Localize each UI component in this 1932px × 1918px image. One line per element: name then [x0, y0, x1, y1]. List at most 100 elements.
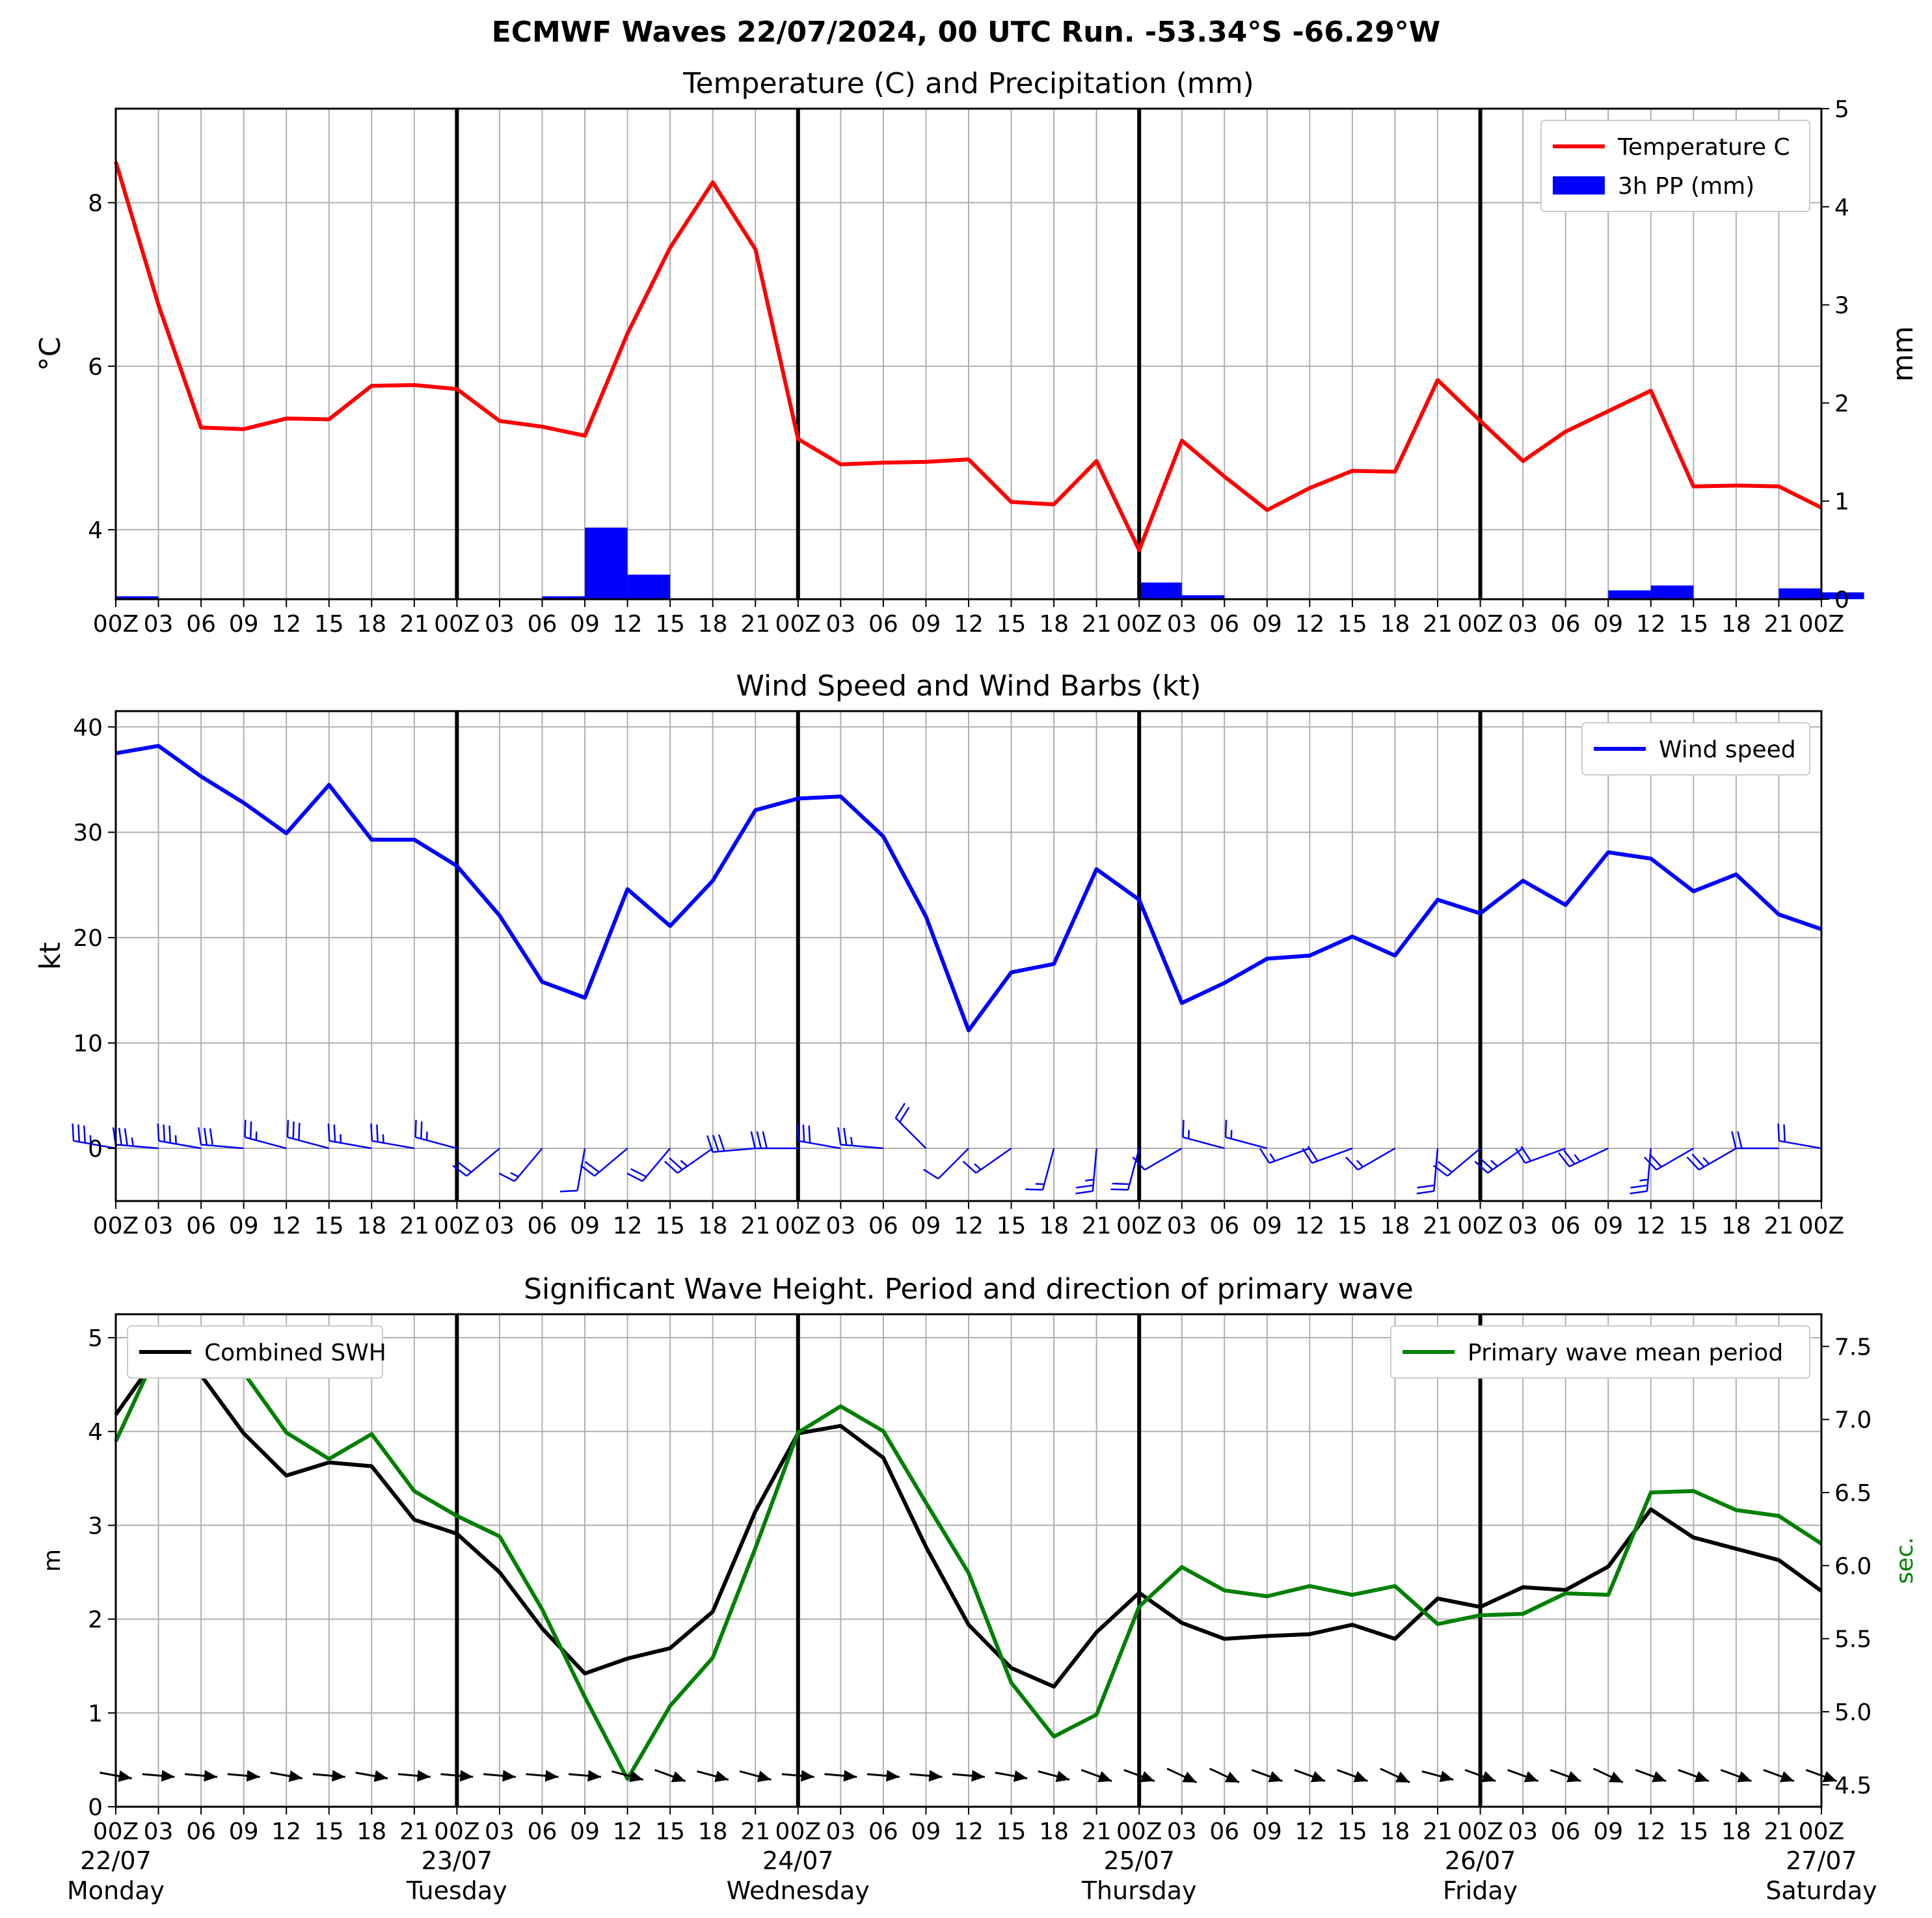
data-point — [1691, 889, 1695, 893]
wave-direction-arrow — [1421, 1770, 1454, 1782]
wind-barb — [1416, 1148, 1439, 1195]
wind-barb — [1515, 1146, 1566, 1164]
panel-title: Wind Speed and Wind Barbs (kt) — [736, 669, 1201, 703]
barb-feather — [1731, 1131, 1737, 1149]
wind-barb — [1182, 1120, 1225, 1150]
barb-feather — [850, 1137, 853, 1146]
barb-feather — [756, 1131, 762, 1149]
data-point — [327, 1457, 331, 1461]
legend-label: 3h PP (mm) — [1618, 173, 1754, 200]
barb-feather — [808, 1125, 811, 1143]
arrow-head — [1055, 1770, 1070, 1782]
x-tick-label: 09 — [570, 611, 600, 638]
barb-feather — [1132, 1156, 1146, 1170]
data-point — [1606, 1565, 1610, 1569]
arrow-head — [288, 1770, 302, 1782]
wave-direction-arrow — [739, 1770, 771, 1782]
y-tick-label: 2 — [88, 1607, 103, 1634]
wave-direction-arrow — [1380, 1768, 1410, 1783]
wave-direction-arrow — [952, 1770, 986, 1782]
data-point — [541, 980, 544, 984]
arrow-head — [1523, 1771, 1538, 1783]
wind-barb — [1259, 1147, 1310, 1164]
wind-barb — [894, 1103, 927, 1149]
barb-feather — [718, 1134, 725, 1152]
x-tick-label: 15 — [997, 611, 1026, 638]
barb-feather — [72, 1123, 75, 1141]
barb-feather — [77, 1124, 81, 1142]
data-point — [284, 1431, 288, 1435]
precip-bar — [1181, 595, 1225, 599]
arrow-head — [1652, 1771, 1667, 1783]
barb-feather — [1686, 1156, 1700, 1170]
barb-feather — [1558, 1152, 1570, 1167]
data-point — [1265, 1595, 1269, 1599]
arrow-head — [1097, 1771, 1112, 1783]
x-tick-label: 03 — [1508, 1213, 1538, 1239]
x-tick-label: 21 — [1764, 1818, 1794, 1845]
data-point — [668, 1704, 672, 1708]
x-tick-label: 12 — [1295, 1213, 1324, 1239]
wind-barb — [1731, 1131, 1779, 1150]
arrow-head — [587, 1770, 601, 1782]
data-point — [455, 864, 459, 868]
barb-feather — [1630, 1184, 1648, 1189]
barb-feather — [249, 1121, 252, 1139]
data-point — [711, 879, 715, 883]
data-point — [541, 425, 544, 429]
date-label: 22/07 — [80, 1846, 152, 1875]
x-tick-label: 06 — [1551, 611, 1581, 638]
x-tick-label: 18 — [698, 611, 728, 638]
barb-feather — [1691, 1154, 1705, 1168]
data-point — [626, 887, 630, 891]
x-tick-label: 06 — [528, 611, 557, 638]
x-tick-label: 15 — [1678, 1818, 1708, 1845]
wave-direction-arrow — [526, 1770, 559, 1782]
x-tick-label: 12 — [613, 1213, 643, 1239]
arrow-head — [161, 1770, 175, 1782]
data-point — [1393, 1637, 1397, 1641]
wave-direction-arrow — [1251, 1769, 1283, 1783]
x-tick-label: 12 — [1636, 1213, 1666, 1239]
barb-feather — [1574, 1154, 1581, 1163]
y2-tick-label: 6.5 — [1834, 1480, 1872, 1507]
data-point — [1691, 1535, 1695, 1539]
data-point — [1649, 1507, 1653, 1511]
barb-feather — [197, 1127, 202, 1145]
wave-direction-arrow — [483, 1770, 516, 1782]
barb-feather — [1025, 1188, 1043, 1191]
weekday-label: Saturday — [1765, 1876, 1877, 1905]
data-point — [1222, 981, 1226, 985]
x-tick-label: 21 — [399, 1213, 429, 1239]
wave-direction-arrow — [569, 1770, 602, 1782]
arrow-head — [331, 1770, 345, 1782]
data-point — [1350, 1623, 1354, 1627]
wave-direction-arrow — [995, 1770, 1028, 1782]
x-tick-label: 00Z — [93, 611, 139, 638]
legend-box — [1540, 120, 1810, 212]
x-tick-label: 00Z — [1116, 1818, 1162, 1845]
barb-feather — [843, 1128, 848, 1146]
data-point — [1393, 470, 1397, 474]
arrow-head — [118, 1770, 132, 1782]
wave-direction-arrow — [824, 1770, 857, 1782]
data-point — [369, 384, 373, 388]
arrow-head — [1695, 1771, 1709, 1783]
series-line — [115, 744, 1822, 1033]
weekday-label: Wednesday — [727, 1876, 870, 1905]
weekday-label: Friday — [1443, 1876, 1518, 1905]
x-tick-label: 15 — [314, 1818, 344, 1845]
wave-panel: Significant Wave Height. Period and dire… — [39, 1273, 1918, 1905]
series-line — [114, 161, 1823, 552]
x-tick-label: 06 — [1551, 1818, 1581, 1845]
barb-feather — [163, 1124, 166, 1142]
data-point — [157, 744, 161, 748]
barb-shaft — [1487, 1148, 1523, 1174]
barb-feather — [420, 1121, 423, 1139]
data-point — [1777, 1558, 1780, 1562]
data-point — [668, 924, 672, 928]
legend: Primary wave mean period — [1390, 1325, 1810, 1379]
wave-direction-arrow — [909, 1770, 943, 1782]
data-point — [1180, 439, 1184, 442]
data-point — [1095, 1712, 1099, 1716]
